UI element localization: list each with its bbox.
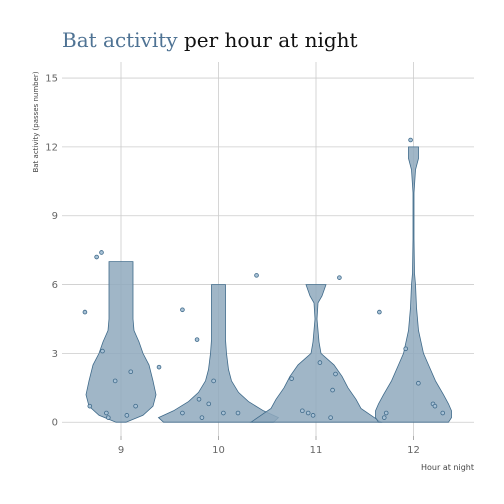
data-point	[99, 250, 104, 255]
data-point	[254, 273, 259, 278]
y-tick-label: 3	[52, 349, 58, 360]
axes: 0 3 6 9 12 15 9 10 11 12	[45, 74, 420, 456]
data-point	[310, 413, 316, 418]
y-tick-label: 9	[52, 211, 58, 222]
data-point	[330, 387, 335, 393]
data-point	[87, 403, 93, 409]
data-point	[133, 403, 138, 409]
y-tick-label: 15	[45, 74, 58, 85]
data-point	[156, 364, 162, 370]
data-point	[317, 360, 323, 365]
data-point	[221, 410, 226, 416]
data-point	[196, 396, 202, 402]
y-tick-label: 6	[52, 280, 58, 291]
data-point	[180, 307, 185, 313]
data-point	[383, 410, 389, 416]
data-point	[289, 376, 294, 381]
x-tick-label: 9	[118, 445, 124, 456]
title-part-rest: per hour at night	[178, 28, 358, 52]
data-point	[124, 413, 130, 418]
data-point	[408, 137, 413, 143]
data-point	[333, 371, 338, 377]
y-tick-label: 12	[45, 142, 58, 153]
data-point	[432, 403, 438, 409]
y-axis-label: Bat activity (passes number)	[32, 71, 40, 172]
data-point	[100, 348, 105, 354]
x-tick-label: 11	[310, 445, 323, 456]
data-point	[235, 410, 241, 416]
data-point	[82, 309, 88, 315]
data-point	[300, 408, 305, 414]
data-point	[206, 401, 212, 407]
x-tick-label: 10	[212, 445, 225, 456]
data-point	[94, 254, 99, 260]
data-point	[194, 337, 200, 342]
y-tick-label: 0	[52, 418, 58, 429]
data-points	[82, 137, 446, 420]
data-point	[211, 378, 216, 384]
data-point	[440, 410, 446, 416]
data-point	[106, 415, 111, 420]
violin-10	[157, 284, 280, 423]
violin-9	[85, 261, 157, 423]
violin-12	[375, 146, 452, 423]
violins	[85, 146, 452, 423]
chart-title: Bat activity per hour at night	[62, 28, 358, 52]
data-point	[328, 415, 333, 420]
data-point	[416, 380, 421, 386]
data-point	[112, 378, 118, 384]
violin-11	[249, 284, 383, 423]
title-part-highlight: Bat activity	[62, 28, 178, 52]
x-axis-label: Hour at night	[421, 463, 474, 472]
data-point	[104, 410, 109, 416]
data-point	[377, 309, 382, 315]
data-point	[381, 415, 387, 420]
x-tick-label: 12	[407, 445, 420, 456]
data-point	[199, 415, 205, 420]
data-point	[305, 410, 311, 416]
data-point	[337, 275, 342, 280]
data-point	[128, 369, 134, 375]
data-point	[403, 346, 409, 352]
data-point	[180, 410, 185, 416]
